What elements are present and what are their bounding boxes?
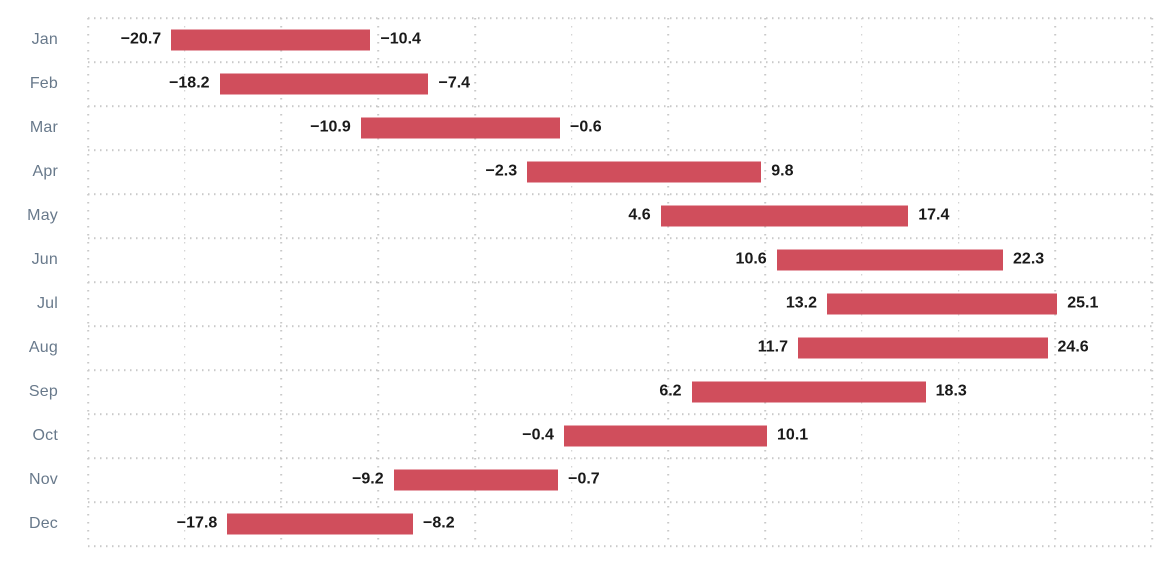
bar-max-label: −10.4 <box>380 30 421 48</box>
bar-min-label: −18.2 <box>169 74 210 92</box>
chart-row: 4.6 17.4 <box>88 194 1152 238</box>
horizontal-gridline <box>88 545 1152 547</box>
range-bar <box>563 425 768 447</box>
month-label: Jan <box>31 31 58 48</box>
horizontal-gridline <box>88 149 1152 151</box>
bar-max-label: −7.4 <box>438 74 471 92</box>
chart-row: −17.8 −8.2 <box>88 502 1152 546</box>
bar-max-label: 17.4 <box>918 206 950 224</box>
horizontal-gridline <box>88 237 1152 239</box>
bar-max-label: 24.6 <box>1057 338 1089 356</box>
range-bar <box>227 513 413 535</box>
bar-min-label: 4.6 <box>628 206 651 224</box>
bar-min-label: 6.2 <box>659 382 682 400</box>
range-bar <box>219 73 429 95</box>
chart-row: 6.2 18.3 <box>88 370 1152 414</box>
range-bar <box>660 205 909 227</box>
plot-area: −20.7 −10.4 −18.2 −7.4 −10.9 −0.6 −2.3 9.8 4.6 17… <box>87 17 1153 547</box>
horizontal-gridline <box>88 61 1152 63</box>
bar-min-label: −0.4 <box>522 426 554 444</box>
month-label: Oct <box>32 427 58 444</box>
range-bar <box>393 469 559 491</box>
chart-row: 11.7 24.6 <box>88 326 1152 370</box>
bar-min-label: 11.7 <box>757 338 788 356</box>
bar-max-label: 22.3 <box>1013 250 1045 268</box>
month-label: Aug <box>28 339 58 356</box>
range-bar <box>691 381 926 403</box>
bar-max-label: −0.7 <box>568 470 600 488</box>
bar-min-label: 10.6 <box>735 250 767 268</box>
range-bar <box>171 29 371 51</box>
bar-max-label: 10.1 <box>777 426 809 444</box>
month-label: Jun <box>31 251 58 268</box>
horizontal-gridline <box>88 501 1152 503</box>
month-label: Feb <box>29 75 58 92</box>
range-bar <box>797 337 1048 359</box>
bar-max-label: 9.8 <box>771 162 794 180</box>
bar-min-label: −20.7 <box>120 30 162 48</box>
chart-row: −0.4 10.1 <box>88 414 1152 458</box>
range-bar <box>527 161 762 183</box>
horizontal-gridline <box>88 457 1152 459</box>
bar-max-label: −8.2 <box>423 514 455 532</box>
bar-max-label: −0.6 <box>570 118 602 136</box>
horizontal-gridline <box>88 369 1152 371</box>
range-bar <box>826 293 1058 315</box>
bar-min-label: −17.8 <box>176 514 218 532</box>
bar-min-label: −2.3 <box>485 162 518 180</box>
month-label: May <box>27 207 58 224</box>
chart-row: −18.2 −7.4 <box>88 62 1152 106</box>
month-label: Nov <box>28 471 58 488</box>
chart-row: 13.2 25.1 <box>88 282 1152 326</box>
horizontal-gridline <box>88 325 1152 327</box>
bar-min-label: −10.9 <box>310 118 351 136</box>
bar-max-label: 25.1 <box>1067 294 1099 312</box>
month-label: Sep <box>28 383 58 400</box>
horizontal-gridline <box>88 281 1152 283</box>
horizontal-gridline <box>88 193 1152 195</box>
horizontal-gridline <box>88 17 1152 19</box>
month-label: Mar <box>29 119 58 136</box>
bar-min-label: 13.2 <box>785 294 817 312</box>
bar-max-label: 18.3 <box>935 382 967 400</box>
chart-row: −2.3 9.8 <box>88 150 1152 194</box>
chart-row: −10.9 −0.6 <box>88 106 1152 150</box>
month-label: Jul <box>36 295 58 312</box>
range-bar <box>776 249 1004 271</box>
chart-row: 10.6 22.3 <box>88 238 1152 282</box>
month-label: Dec <box>28 515 58 532</box>
bar-min-label: −9.2 <box>352 470 384 488</box>
range-bar <box>360 117 561 139</box>
horizontal-gridline <box>88 105 1152 107</box>
chart-row: −9.2 −0.7 <box>88 458 1152 502</box>
horizontal-gridline <box>88 413 1152 415</box>
y-axis-labels: Jan Feb Mar Apr May Jun Jul Aug Sep Oct Nov Dec <box>0 18 58 546</box>
chart-row: −20.7 −10.4 <box>88 18 1152 62</box>
vertical-gridline <box>87 18 89 546</box>
month-label: Apr <box>32 163 58 180</box>
